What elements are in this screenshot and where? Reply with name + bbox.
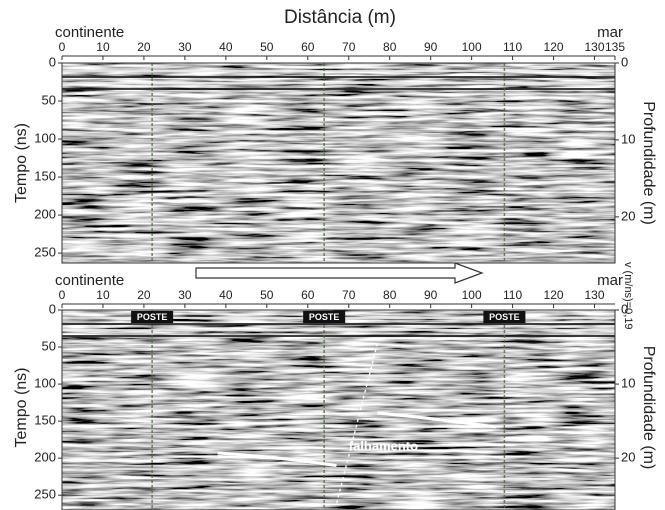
x-tick-label: 70 — [342, 288, 356, 302]
x-tick-label: 20 — [137, 288, 151, 302]
poste-box — [483, 311, 526, 323]
x-tick-label: 10 — [96, 40, 110, 54]
y-tick-label: 100 — [34, 130, 56, 145]
y-tick-label: 200 — [34, 450, 56, 465]
y2-tick-label: 10 — [621, 131, 635, 146]
x-tick-label: 0 — [59, 288, 66, 302]
right-end-label: mar — [597, 272, 623, 289]
x-tick-label: 50 — [260, 288, 274, 302]
y-tick-label: 100 — [34, 376, 56, 391]
poste-label: POSTE — [489, 312, 520, 322]
x-tick-label: 40 — [219, 40, 233, 54]
y2-tick-label: 20 — [621, 208, 635, 223]
fault-label: falhamento — [349, 438, 418, 453]
x-tick-label: 20 — [137, 40, 151, 54]
right-end-label: mar — [597, 24, 623, 41]
y-tick-label: 250 — [34, 487, 56, 502]
x-tick-label: 30 — [178, 288, 192, 302]
poste-box — [131, 311, 174, 323]
y-tick-label: 150 — [34, 413, 56, 428]
y-tick-label: 200 — [34, 207, 56, 222]
reflector — [217, 455, 308, 462]
x-tick-label: 130 — [585, 40, 605, 54]
x-tick-label: 120 — [544, 40, 564, 54]
x-tick-label: 80 — [383, 40, 397, 54]
poste-box — [303, 311, 346, 323]
velocity-note: v (m/ns)=0,19 — [622, 262, 634, 330]
x-tick-label: 10 — [96, 288, 110, 302]
y-tick-label: 50 — [42, 92, 56, 107]
plot-frame — [61, 62, 616, 264]
x-tick-label: 110 — [503, 288, 522, 302]
x-tick-label: 135 — [605, 40, 625, 54]
direct-wave-band — [62, 335, 615, 337]
x-tick-label: 50 — [260, 40, 274, 54]
direction-arrow — [195, 262, 484, 284]
y2-tick-label: 0 — [621, 301, 628, 316]
y-tick-label: 0 — [49, 54, 56, 69]
y2-axis-label: Profundidade (m) — [640, 346, 657, 470]
x-tick-label: 130 — [585, 288, 605, 302]
reflector — [217, 451, 337, 468]
plot-frame — [61, 309, 616, 510]
y-tick-label: 0 — [49, 301, 56, 316]
x-tick-label: 70 — [342, 40, 356, 54]
fault-line — [335, 343, 379, 505]
radargram-image — [62, 63, 615, 263]
x-tick-label: 60 — [301, 288, 315, 302]
poste-label: POSTE — [309, 312, 340, 322]
y-tick-label: 150 — [34, 169, 56, 184]
x-tick-label: 100 — [462, 40, 482, 54]
x-tick-label: 40 — [219, 288, 233, 302]
y2-tick-label: 0 — [621, 54, 628, 69]
y-tick-label: 50 — [42, 338, 56, 353]
y-tick-label: 250 — [34, 245, 56, 260]
chart-title: Distância (m) — [284, 7, 396, 28]
x-tick-label: 30 — [178, 40, 192, 54]
left-end-label: continente — [55, 24, 124, 41]
y2-axis-label: Profundidade (m) — [640, 101, 657, 225]
x-tick-label: 80 — [383, 288, 397, 302]
y-axis-label: Tempo (ns) — [13, 123, 30, 203]
radargram-image — [62, 310, 615, 510]
left-end-label: continente — [55, 272, 124, 289]
x-tick-label: 110 — [503, 40, 522, 54]
y2-tick-label: 20 — [621, 450, 635, 465]
direct-wave-band — [62, 323, 615, 325]
x-tick-label: 90 — [424, 288, 438, 302]
direct-wave-band — [62, 329, 615, 331]
direct-wave-band — [62, 70, 615, 72]
direct-wave-band — [62, 82, 615, 84]
x-tick-label: 120 — [544, 288, 564, 302]
x-tick-label: 0 — [59, 40, 66, 54]
poste-label: POSTE — [137, 312, 168, 322]
x-tick-label: 60 — [301, 40, 315, 54]
direct-wave-band — [62, 76, 615, 78]
direct-wave-band — [62, 88, 615, 90]
y-axis-label: Tempo (ns) — [13, 367, 30, 447]
y2-tick-label: 10 — [621, 376, 635, 391]
x-tick-label: 100 — [462, 288, 482, 302]
reflector — [377, 411, 497, 429]
x-tick-label: 90 — [424, 40, 438, 54]
